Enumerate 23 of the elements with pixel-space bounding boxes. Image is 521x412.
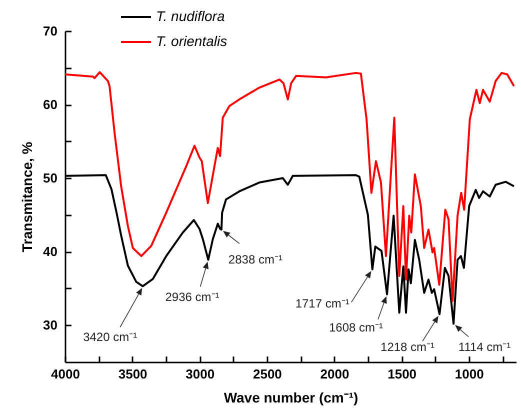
y-tick-label: 70 — [43, 24, 58, 38]
legend-label: T. orientalis — [156, 33, 228, 49]
annotation: 1717 cm⁻¹ — [295, 296, 350, 310]
x-tick-label: 1000 — [454, 366, 484, 382]
legend-label: T. nudiflora — [156, 8, 225, 24]
y-axis-title: Transmitance, % — [19, 141, 36, 252]
y-tick-label: 50 — [43, 170, 58, 186]
annotation: 1114 cm⁻¹ — [458, 340, 511, 354]
x-axis-title: Wave number (cm⁻¹) — [224, 390, 358, 406]
y-tick-label: 60 — [43, 97, 58, 112]
x-tick-label: 3500 — [118, 366, 148, 382]
x-tick-label: 2000 — [320, 366, 350, 382]
y-tick-label: 40 — [43, 244, 58, 260]
x-tick-label: 4000 — [51, 366, 80, 382]
annotation: 2936 cm⁻¹ — [165, 290, 220, 304]
annotation: 1608 cm⁻¹ — [329, 320, 384, 334]
x-tick-label: 3000 — [186, 366, 215, 382]
x-tick-label: 2500 — [252, 366, 282, 382]
x-tick-label: 1500 — [388, 366, 417, 382]
y-tick-label: 30 — [43, 318, 58, 333]
annotation: 1218 cm⁻¹ — [380, 340, 435, 354]
annotation: 2838 cm⁻¹ — [228, 252, 282, 267]
annotation: 3420 cm⁻¹ — [83, 330, 138, 344]
